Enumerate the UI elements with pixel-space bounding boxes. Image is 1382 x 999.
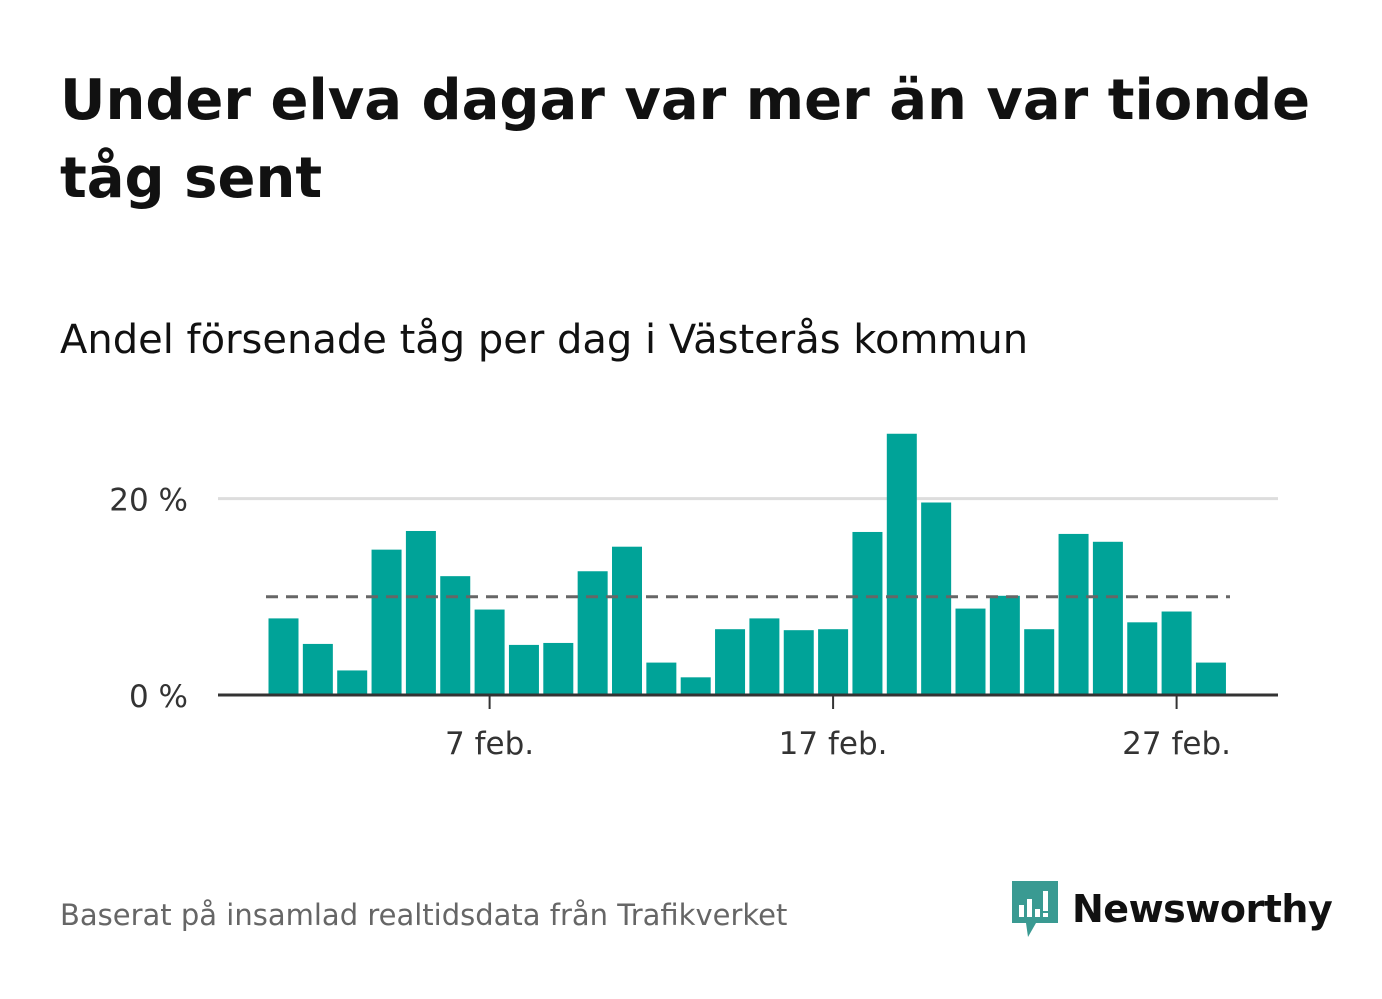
- x-ticks: 7 feb. 17 feb. 27 feb.: [445, 695, 1231, 762]
- newsworthy-chart-icon: [1012, 881, 1058, 937]
- bar-chart: 7 feb. 17 feb. 27 feb. 0 % 20 %: [109, 433, 1278, 762]
- bar: [646, 662, 677, 695]
- newsworthy-logo: Newsworthy: [1010, 878, 1333, 940]
- bar: [371, 549, 402, 695]
- bar: [715, 629, 746, 695]
- chart-subtitle: Andel försenade tåg per dag i Västerås k…: [60, 317, 1029, 363]
- bar: [852, 531, 883, 695]
- bar: [337, 670, 368, 695]
- bar: [921, 502, 952, 695]
- y-tick-label: 0 %: [129, 679, 188, 715]
- bar: [268, 618, 299, 695]
- bar: [818, 629, 849, 695]
- bar: [474, 609, 505, 695]
- bar: [1058, 533, 1089, 695]
- x-tick-label: 27 feb.: [1122, 726, 1231, 762]
- bar: [886, 433, 917, 695]
- bar: [1195, 662, 1226, 695]
- bar: [440, 576, 471, 695]
- bar: [508, 644, 539, 695]
- bar: [749, 618, 780, 695]
- bar: [989, 595, 1020, 695]
- x-tick-label: 17 feb.: [779, 726, 888, 762]
- x-tick-label: 7 feb.: [445, 726, 534, 762]
- bar: [405, 530, 436, 695]
- bar: [1127, 622, 1158, 695]
- bar: [1161, 611, 1192, 695]
- bar: [680, 677, 711, 695]
- bar: [577, 571, 608, 695]
- logo-text: Newsworthy: [1072, 887, 1333, 931]
- bar: [1092, 541, 1123, 695]
- bar: [302, 643, 333, 695]
- chart-title: Under elva dagar var mer än var tionde t…: [60, 68, 1311, 211]
- bar: [543, 642, 574, 695]
- bars: [268, 433, 1226, 695]
- y-tick-label: 20 %: [109, 483, 188, 519]
- bar: [1024, 629, 1055, 695]
- source-note: Baserat på insamlad realtidsdata från Tr…: [60, 898, 788, 932]
- bar: [955, 608, 986, 695]
- bar: [783, 630, 814, 695]
- bar: [612, 546, 642, 695]
- y-tick-labels: 0 % 20 %: [109, 483, 188, 715]
